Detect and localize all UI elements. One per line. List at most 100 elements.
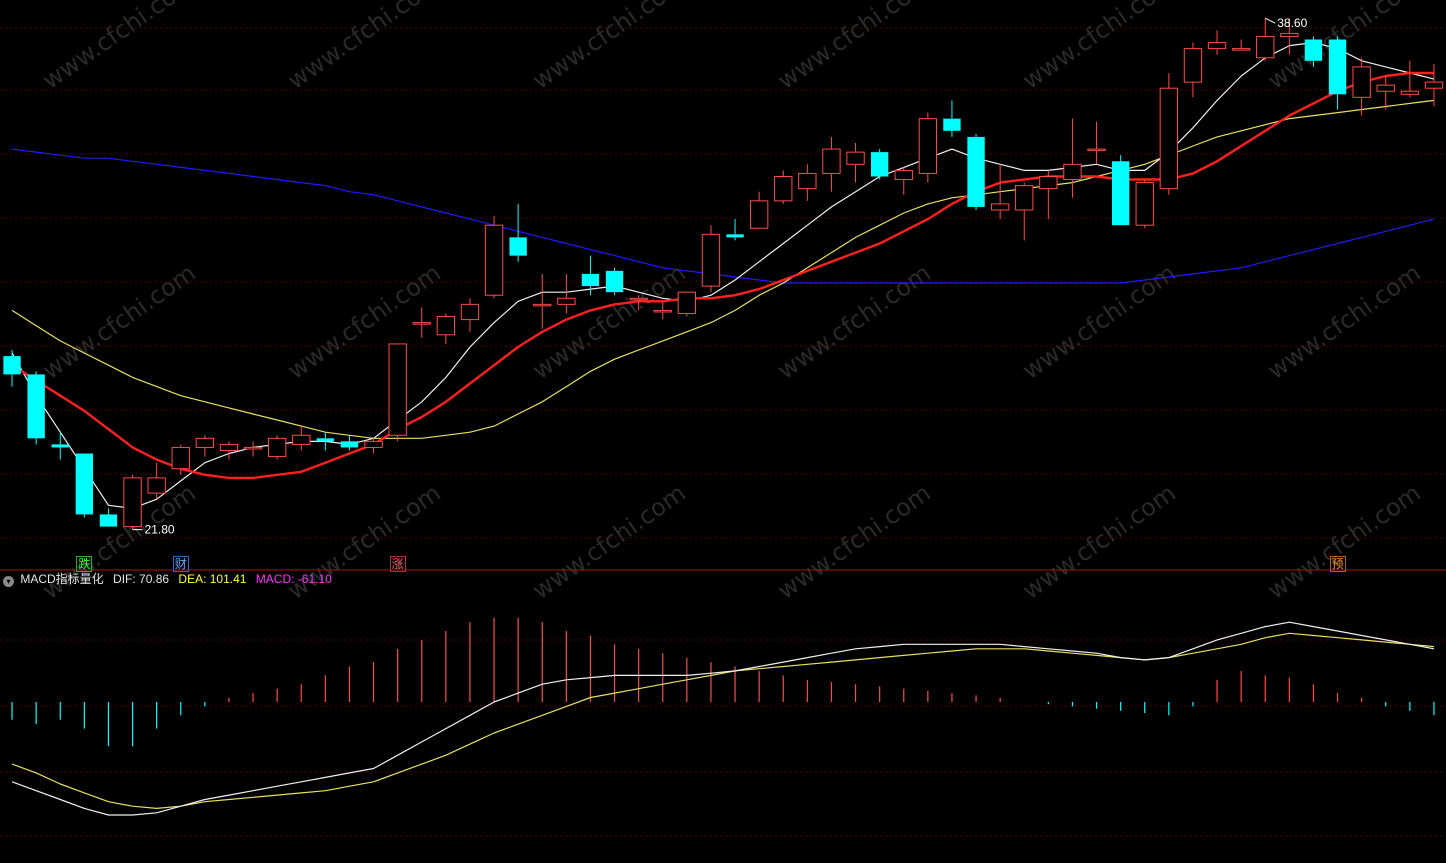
candle[interactable] — [147, 462, 166, 500]
candle-body — [388, 343, 407, 436]
candle[interactable] — [798, 164, 817, 201]
candle[interactable] — [171, 444, 190, 475]
candle[interactable] — [822, 136, 841, 192]
moving-average-lines — [11, 41, 1435, 509]
candle-body — [1304, 39, 1323, 61]
high-pointer — [1265, 17, 1276, 24]
candle[interactable] — [364, 438, 383, 454]
candle[interactable] — [1280, 18, 1299, 55]
macd-value: MACD: -61.10 — [255, 572, 332, 586]
event-mark[interactable]: 涨 — [389, 556, 406, 572]
candle-body — [484, 224, 504, 296]
candle[interactable] — [1207, 30, 1227, 55]
candle-body — [51, 444, 69, 448]
candle[interactable] — [894, 167, 913, 195]
candle[interactable] — [99, 508, 118, 527]
candle-body — [1135, 182, 1154, 226]
candle-body — [99, 514, 118, 527]
candle-body — [1183, 48, 1203, 83]
candle[interactable] — [967, 133, 985, 210]
macd-indicator-name[interactable]: MACD指标量化 — [20, 572, 104, 586]
candle[interactable] — [533, 273, 552, 329]
candle[interactable] — [195, 435, 215, 457]
event-mark[interactable]: 跌 — [76, 556, 93, 572]
candle[interactable] — [629, 295, 648, 311]
watermark-text: www.cfchi.com — [772, 259, 935, 385]
candle[interactable] — [1087, 121, 1106, 165]
candle[interactable] — [557, 273, 576, 314]
candle[interactable] — [123, 474, 142, 530]
candle[interactable] — [990, 164, 1010, 220]
candle[interactable] — [460, 298, 480, 332]
candle-body — [1015, 185, 1034, 211]
candle[interactable] — [340, 435, 359, 451]
candle-body — [605, 270, 624, 293]
candle[interactable] — [870, 149, 889, 180]
candle[interactable] — [292, 426, 311, 451]
candle-body — [292, 434, 311, 445]
candle[interactable] — [1135, 179, 1154, 229]
candle[interactable] — [1231, 39, 1251, 51]
watermark-text: www.cfchi.com — [282, 0, 445, 95]
candle-body — [75, 453, 94, 515]
price-grid — [0, 27, 1446, 837]
candle[interactable] — [412, 307, 431, 338]
candle[interactable] — [1352, 57, 1371, 116]
watermark-layer: www.cfchi.com www.cfchi.com www.cfchi.com w… — [37, 0, 1425, 605]
candle[interactable] — [267, 435, 287, 460]
candle[interactable] — [749, 191, 769, 229]
candle[interactable] — [1256, 18, 1275, 61]
watermark-text: www.cfchi.com — [772, 479, 935, 605]
candle[interactable] — [1111, 155, 1130, 226]
candle[interactable] — [1183, 42, 1203, 98]
candle-body — [436, 316, 456, 336]
candle[interactable] — [316, 432, 335, 451]
candle[interactable] — [1376, 76, 1395, 110]
candle[interactable] — [219, 441, 239, 460]
candle[interactable] — [1424, 63, 1444, 107]
candle-body — [147, 477, 166, 494]
candle[interactable] — [75, 453, 94, 518]
candle[interactable] — [1015, 182, 1034, 241]
candle[interactable] — [653, 301, 672, 320]
candlestick-series[interactable] — [3, 18, 1444, 530]
candle[interactable] — [1039, 170, 1058, 220]
candle[interactable] — [1063, 118, 1082, 198]
candle[interactable] — [388, 343, 407, 442]
candle-body — [749, 200, 769, 229]
candle-body — [316, 438, 335, 442]
event-mark[interactable]: 财 — [172, 556, 189, 572]
candle[interactable] — [774, 170, 793, 204]
candle[interactable] — [726, 219, 744, 241]
candle-body — [412, 322, 431, 325]
candle[interactable] — [51, 432, 69, 460]
candle[interactable] — [509, 203, 527, 262]
candle[interactable] — [27, 371, 45, 445]
candle-body — [870, 152, 889, 177]
candle-body — [1280, 32, 1299, 37]
candle-body — [1159, 87, 1179, 190]
candle[interactable] — [581, 255, 600, 296]
candle[interactable] — [243, 441, 263, 457]
candle[interactable] — [846, 143, 865, 183]
candle-body — [726, 234, 744, 238]
candle[interactable] — [943, 100, 961, 137]
candle-body — [1376, 84, 1395, 92]
candle[interactable] — [484, 216, 504, 299]
candle[interactable] — [1328, 36, 1347, 110]
candle-body — [581, 273, 600, 287]
event-mark[interactable]: 预 — [1329, 556, 1346, 572]
macd-indicator-header[interactable]: ▾ MACD指标量化 DIF: 70.86 DEA: 101.41 MACD: … — [3, 571, 332, 587]
candle[interactable] — [605, 267, 624, 296]
candle[interactable] — [436, 313, 456, 344]
candle[interactable] — [1400, 60, 1420, 98]
candle[interactable] — [701, 225, 721, 293]
candle[interactable] — [918, 112, 938, 183]
chevron-down-icon[interactable]: ▾ — [3, 576, 14, 587]
candle[interactable] — [1304, 36, 1323, 67]
candle-body — [918, 118, 938, 174]
candle[interactable] — [677, 291, 697, 317]
candle[interactable] — [1159, 72, 1179, 195]
candle[interactable] — [3, 350, 21, 387]
